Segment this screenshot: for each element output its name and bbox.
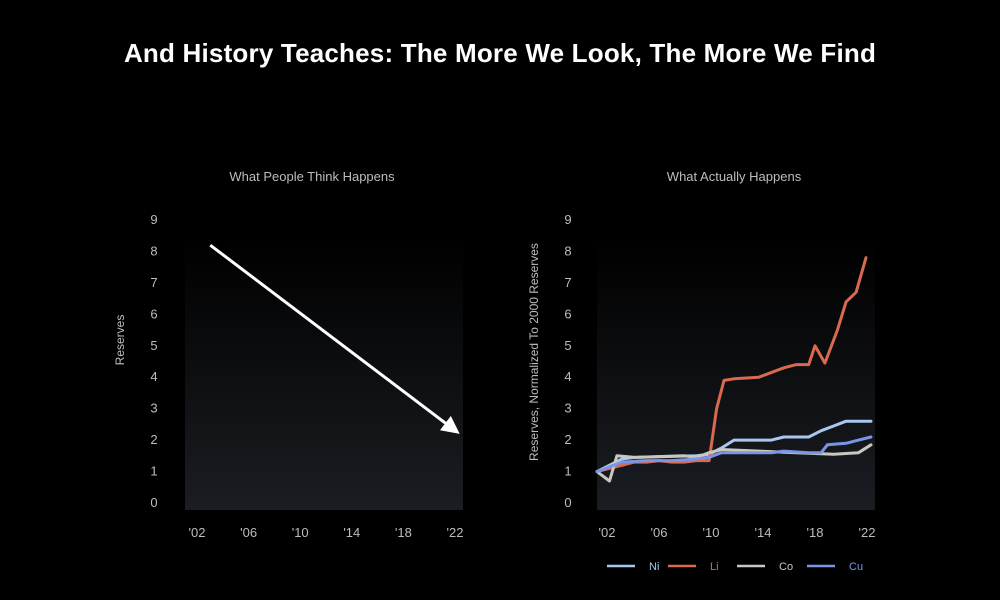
y-tick-label: 9 xyxy=(150,212,157,227)
y-tick-label: 4 xyxy=(150,369,157,384)
left-chart-title: What People Think Happens xyxy=(229,169,395,184)
y-tick-label: 1 xyxy=(150,464,157,479)
series-line-cu xyxy=(595,435,873,474)
x-tick-label: '22 xyxy=(447,525,464,540)
left-plot-area xyxy=(185,240,463,510)
x-tick-label: '02 xyxy=(599,525,616,540)
x-tick-label: '10 xyxy=(703,525,720,540)
left-y-axis-label: Reserves xyxy=(113,315,127,366)
decline-arrow xyxy=(209,243,460,434)
y-tick-label: 4 xyxy=(564,369,571,384)
left-y-ticks: 0 1 2 3 4 5 6 7 8 9 xyxy=(150,212,157,510)
y-tick-label: 5 xyxy=(150,338,157,353)
right-plot-area xyxy=(597,240,875,510)
x-tick-label: '14 xyxy=(343,525,360,540)
y-tick-label: 5 xyxy=(564,338,571,353)
x-tick-label: '14 xyxy=(755,525,772,540)
x-tick-label: '10 xyxy=(292,525,309,540)
left-x-ticks: '02 '06 '10 '14 '18 '22 xyxy=(189,525,464,540)
legend-label-cu: Cu xyxy=(849,561,863,573)
right-series-lines xyxy=(595,256,873,483)
legend-label-li: Li xyxy=(710,561,719,573)
x-tick-label: '06 xyxy=(651,525,668,540)
right-y-ticks: 0 1 2 3 4 5 6 7 8 9 xyxy=(564,212,571,510)
y-tick-label: 0 xyxy=(150,495,157,510)
y-tick-label: 2 xyxy=(564,432,571,447)
x-tick-label: '18 xyxy=(807,525,824,540)
y-tick-label: 6 xyxy=(150,306,157,321)
y-tick-label: 7 xyxy=(150,275,157,290)
y-tick-label: 7 xyxy=(564,275,571,290)
right-chart-title: What Actually Happens xyxy=(667,169,802,184)
y-tick-label: 1 xyxy=(564,464,571,479)
y-tick-label: 3 xyxy=(564,401,571,416)
y-tick-label: 8 xyxy=(150,243,157,258)
legend: Ni Li Co Cu xyxy=(607,561,863,573)
x-tick-label: '02 xyxy=(189,525,206,540)
y-tick-label: 9 xyxy=(564,212,571,227)
y-tick-label: 6 xyxy=(564,306,571,321)
left-chart: What People Think Happens Reserves 0 1 2 3 4… xyxy=(113,169,463,540)
y-tick-label: 0 xyxy=(564,495,571,510)
y-tick-label: 2 xyxy=(150,432,157,447)
legend-label-ni: Ni xyxy=(649,561,659,573)
series-line-co xyxy=(595,443,873,483)
y-tick-label: 3 xyxy=(150,401,157,416)
y-tick-label: 8 xyxy=(564,243,571,258)
legend-label-co: Co xyxy=(779,561,793,573)
right-y-axis-label: Reserves, Normalized To 2000 Reserves xyxy=(527,243,541,461)
page-title: And History Teaches: The More We Look, T… xyxy=(123,38,877,68)
x-tick-label: '06 xyxy=(240,525,257,540)
right-chart: What Actually Happens Reserves, Normaliz… xyxy=(527,169,875,573)
right-x-ticks: '02 '06 '10 '14 '18 '22 xyxy=(599,525,876,540)
x-tick-label: '22 xyxy=(859,525,876,540)
x-tick-label: '18 xyxy=(395,525,412,540)
